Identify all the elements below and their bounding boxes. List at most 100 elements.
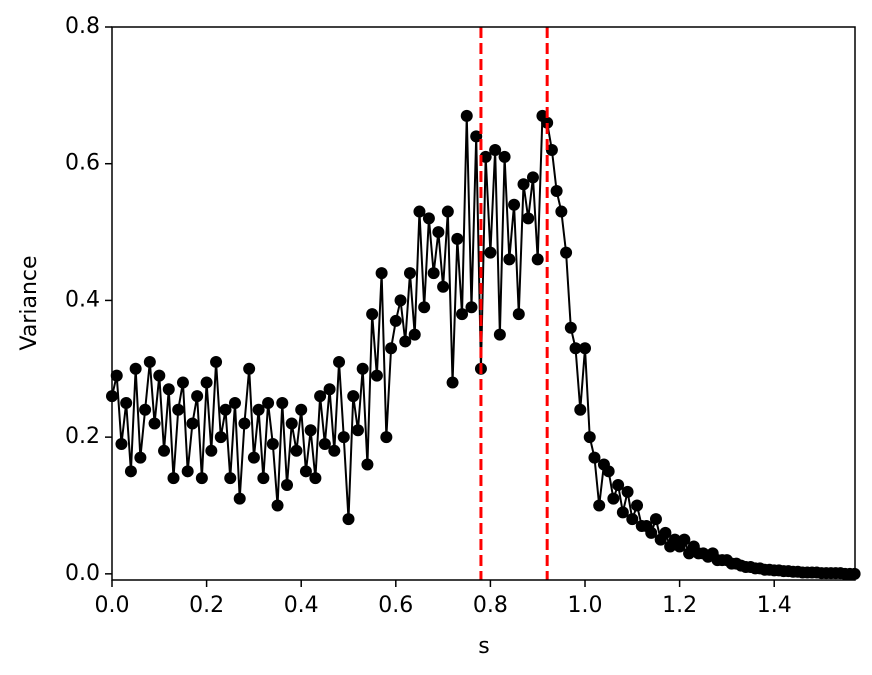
data-point [418, 301, 431, 314]
data-point [323, 383, 336, 396]
data-point [422, 212, 435, 225]
data-point [678, 533, 691, 546]
data-point [176, 376, 189, 389]
data-point [214, 431, 227, 444]
data-point [200, 376, 213, 389]
x-tick-label: 0.6 [378, 593, 413, 618]
data-point [266, 437, 279, 450]
data-point [224, 472, 237, 485]
data-point [626, 513, 639, 526]
data-point [158, 444, 171, 457]
data-point [394, 294, 407, 307]
x-tick-label: 0.8 [473, 593, 508, 618]
data-point [295, 403, 308, 416]
data-point [498, 150, 511, 163]
data-point [446, 376, 459, 389]
data-point [545, 144, 558, 157]
data-point [489, 144, 502, 157]
data-point [456, 308, 469, 321]
data-point [588, 451, 601, 464]
data-point [139, 403, 152, 416]
data-point [375, 267, 388, 280]
data-point [129, 362, 142, 375]
data-point [162, 383, 175, 396]
data-point [512, 308, 525, 321]
data-point [564, 321, 577, 334]
data-point [441, 205, 454, 218]
data-point [281, 478, 294, 491]
data-point [413, 205, 426, 218]
data-point [337, 431, 350, 444]
data-point [181, 465, 194, 478]
x-tick-label: 0.4 [284, 593, 319, 618]
x-tick-label: 0.0 [95, 593, 130, 618]
data-point [569, 342, 582, 355]
data-point [172, 403, 185, 416]
data-point [252, 403, 265, 416]
data-point [408, 328, 421, 341]
x-tick-label: 0.2 [189, 593, 224, 618]
data-point [290, 444, 303, 457]
data-point [460, 109, 473, 122]
data-point [333, 355, 346, 368]
data-point [304, 424, 317, 437]
y-tick-label: 0.8 [65, 14, 100, 39]
data-point [607, 492, 620, 505]
x-tick-label: 1.2 [662, 593, 697, 618]
data-point [143, 355, 156, 368]
data-point [191, 390, 204, 403]
data-point [186, 417, 199, 430]
y-tick-label: 0.2 [65, 424, 100, 449]
data-point [285, 417, 298, 430]
data-point [247, 451, 260, 464]
data-point [243, 362, 256, 375]
data-point [555, 205, 568, 218]
data-point [219, 403, 232, 416]
y-tick-label: 0.4 [65, 287, 100, 312]
plot-frame [111, 26, 856, 581]
data-point [195, 472, 208, 485]
data-line [111, 112, 855, 575]
data-point [389, 314, 402, 327]
data-point [616, 506, 629, 519]
y-tick-label: 0.6 [65, 151, 100, 176]
y-axis-label: Variance [17, 255, 42, 350]
data-point [233, 492, 246, 505]
x-axis-label: s [478, 634, 489, 659]
data-point [134, 451, 147, 464]
data-point [437, 280, 450, 293]
data-point [403, 267, 416, 280]
data-point [356, 362, 369, 375]
data-point [347, 390, 360, 403]
data-point [328, 444, 341, 457]
data-point [508, 198, 521, 211]
data-point [228, 396, 241, 409]
data-point [318, 437, 331, 450]
data-point [645, 526, 658, 539]
data-point [276, 396, 289, 409]
data-point [351, 424, 364, 437]
data-point [314, 390, 327, 403]
data-point [479, 150, 492, 163]
data-point [124, 465, 137, 478]
data-point [262, 396, 275, 409]
y-tick-label: 0.0 [65, 561, 100, 586]
data-point [210, 355, 223, 368]
data-point [583, 431, 596, 444]
data-point [370, 369, 383, 382]
data-point [621, 485, 634, 498]
data-point [659, 526, 672, 539]
x-tick-label: 1.4 [757, 593, 792, 618]
data-point [120, 396, 133, 409]
data-point [205, 444, 218, 457]
data-point [271, 499, 284, 512]
data-point [451, 232, 464, 245]
data-point [110, 369, 123, 382]
data-point [560, 246, 573, 259]
data-point [380, 431, 393, 444]
data-point [531, 253, 544, 266]
data-point [342, 513, 355, 526]
data-point [257, 472, 270, 485]
data-point [541, 116, 554, 129]
